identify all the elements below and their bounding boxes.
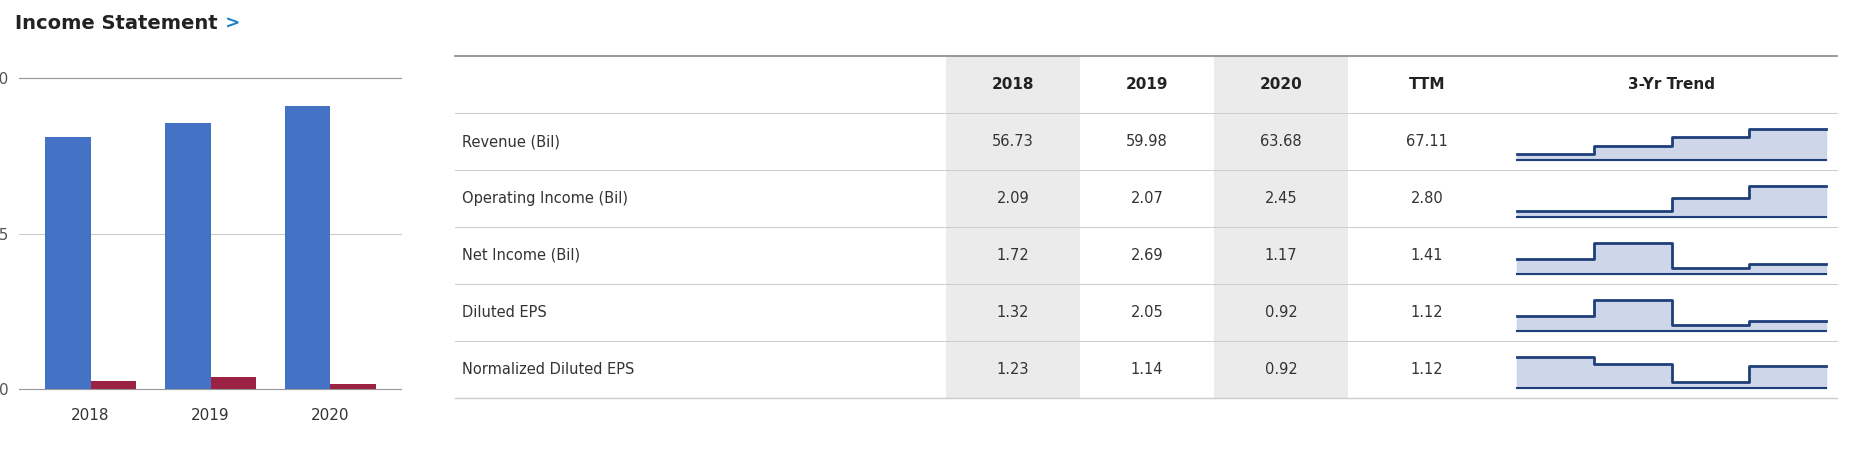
Text: 1.17: 1.17 (1265, 248, 1297, 263)
Text: 2.45: 2.45 (1265, 191, 1297, 206)
Bar (284, 106, 330, 389)
Text: 1.72: 1.72 (996, 248, 1030, 263)
Bar (210, 377, 256, 389)
Bar (165, 123, 210, 389)
Text: Net Income (Bil): Net Income (Bil) (462, 248, 581, 263)
Text: 56.73: 56.73 (992, 134, 1033, 149)
Text: Diluted EPS: Diluted EPS (462, 305, 547, 320)
Text: 1.12: 1.12 (1410, 305, 1443, 320)
Text: 1.12: 1.12 (1410, 362, 1443, 377)
Text: 3-Yr Trend: 3-Yr Trend (1627, 77, 1714, 92)
Bar (1213, 56, 1347, 398)
Text: 1.41: 1.41 (1410, 248, 1443, 263)
Text: 2.07: 2.07 (1130, 191, 1163, 206)
Text: 63.68: 63.68 (1260, 134, 1302, 149)
Text: 2.69: 2.69 (1130, 248, 1163, 263)
Text: 59.98: 59.98 (1126, 134, 1167, 149)
Text: 1.14: 1.14 (1130, 362, 1163, 377)
Text: 2018: 2018 (991, 77, 1033, 92)
Text: 2020: 2020 (1260, 77, 1302, 92)
Text: 0.92: 0.92 (1263, 305, 1297, 320)
Text: 1.32: 1.32 (996, 305, 1030, 320)
Text: 0.92: 0.92 (1263, 362, 1297, 377)
Text: >: > (219, 14, 239, 32)
Text: 2019: 2019 (1126, 77, 1169, 92)
Bar (91, 381, 135, 389)
Bar (45, 137, 91, 389)
Text: Income Statement: Income Statement (15, 14, 217, 33)
Text: 2.05: 2.05 (1130, 305, 1163, 320)
Text: 2.80: 2.80 (1410, 191, 1443, 206)
Bar (946, 56, 1080, 398)
Text: 67.11: 67.11 (1406, 134, 1447, 149)
Text: 1.23: 1.23 (996, 362, 1030, 377)
Text: Operating Income (Bil): Operating Income (Bil) (462, 191, 629, 206)
Text: 2.09: 2.09 (996, 191, 1030, 206)
Text: Revenue (Bil): Revenue (Bil) (462, 134, 560, 149)
Bar (330, 384, 377, 389)
Text: Normalized Diluted EPS: Normalized Diluted EPS (462, 362, 634, 377)
Text: TTM: TTM (1408, 77, 1445, 92)
